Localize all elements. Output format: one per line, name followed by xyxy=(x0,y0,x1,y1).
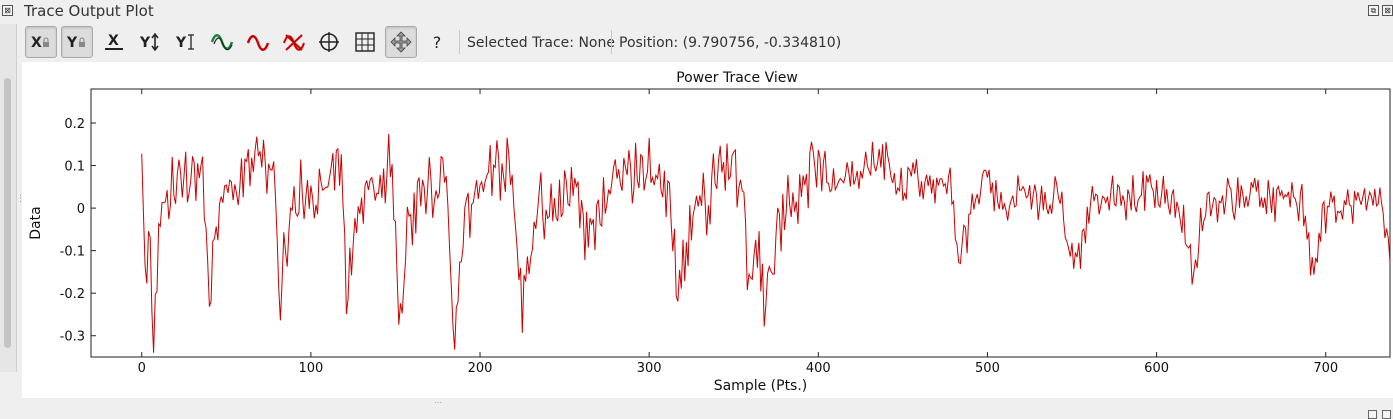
toolbar-separator xyxy=(611,30,612,54)
x-tick-label: 600 xyxy=(1144,361,1169,376)
x-autoscale-icon: X xyxy=(105,33,123,50)
svg-text:Y: Y xyxy=(139,35,151,51)
bottom-close-icon[interactable] xyxy=(1382,410,1391,419)
float-dock-icon[interactable]: ⧉ xyxy=(1368,5,1379,16)
plot-toolbar: X Y X Y Y xyxy=(22,24,1393,62)
y-tick-label: -0.3 xyxy=(60,330,85,345)
x-axis-label: Sample (Pts.) xyxy=(714,378,808,394)
y-tick-label: 0.1 xyxy=(64,160,85,175)
y-default-icon: Y xyxy=(175,34,194,51)
svg-text:X: X xyxy=(108,33,119,49)
x-tick-label: 500 xyxy=(975,361,1000,376)
help-icon: ? xyxy=(432,32,442,52)
x-axis-lock-icon: X xyxy=(31,35,49,51)
x-axis: 0 100 200 300 400 500 600 700 xyxy=(138,89,1338,376)
close-dock-icon[interactable]: ⊠ xyxy=(2,5,13,16)
left-dock-scrollbar[interactable] xyxy=(0,24,17,372)
window-titlebar: ⊠ Trace Output Plot ⧉ ⊠ xyxy=(0,0,1393,22)
svg-text:X: X xyxy=(31,35,42,51)
y-axis-lock-icon: Y xyxy=(66,35,85,51)
y-tick-label: 0 xyxy=(77,202,85,217)
y-axis-label: Data xyxy=(28,206,44,239)
pan-button[interactable] xyxy=(385,26,417,58)
plot-frame xyxy=(90,88,1391,358)
grid-button[interactable] xyxy=(349,26,381,58)
x-tick-label: 700 xyxy=(1313,361,1338,376)
help-button[interactable]: ? xyxy=(421,26,453,58)
y-autoscale-button[interactable]: Y xyxy=(134,26,166,58)
svg-text:Y: Y xyxy=(66,35,78,51)
x-autoscale-button[interactable]: X xyxy=(98,26,130,58)
x-tick-label: 0 xyxy=(138,361,146,376)
chart-title: Power Trace View xyxy=(676,70,798,86)
y-tick-label: -0.1 xyxy=(60,245,85,260)
trace-line[interactable] xyxy=(141,133,1391,353)
y-autoscale-icon: Y xyxy=(139,32,159,52)
splitter-handle[interactable]: ⋮ xyxy=(16,194,25,204)
window-title: Trace Output Plot xyxy=(24,2,154,20)
clear-traces-button[interactable] xyxy=(278,26,310,58)
y-tick-label: 0.2 xyxy=(64,117,85,132)
trace-wave-green-button[interactable] xyxy=(206,26,238,58)
x-tick-label: 200 xyxy=(468,361,493,376)
x-tick-label: 100 xyxy=(298,361,323,376)
red-x-wave-icon xyxy=(283,34,305,51)
y-lock-button[interactable]: Y xyxy=(61,26,93,58)
y-default-button[interactable]: Y xyxy=(170,26,202,58)
x-lock-button[interactable]: X xyxy=(25,26,57,58)
red-wave-icon xyxy=(246,35,270,51)
position-readout: Position: (9.790756, -0.334810) xyxy=(619,35,842,51)
grid-icon xyxy=(355,32,375,52)
toolbar-separator xyxy=(459,30,460,54)
plot-panel[interactable]: Power Trace View 0.2 0.1 0 -0.1 -0.2 -0.3 0 10… xyxy=(22,62,1393,398)
close-window-icon[interactable]: ⊠ xyxy=(1382,5,1393,16)
selected-trace-label: Selected Trace: None xyxy=(467,35,615,51)
x-tick-label: 400 xyxy=(806,361,831,376)
bottom-splitter-handle[interactable]: ⋯ xyxy=(434,398,442,407)
trace-wave-red-button[interactable] xyxy=(242,26,274,58)
y-tick-label: -0.2 xyxy=(60,287,85,302)
power-trace-chart[interactable]: Power Trace View 0.2 0.1 0 -0.1 -0.2 -0.3 0 10… xyxy=(22,62,1393,398)
y-axis: 0.2 0.1 0 -0.1 -0.2 -0.3 xyxy=(60,117,96,345)
bottom-float-icon[interactable] xyxy=(1368,410,1377,419)
svg-text:Y: Y xyxy=(175,35,187,51)
x-tick-label: 300 xyxy=(637,361,662,376)
crosshair-icon xyxy=(319,32,339,52)
move-arrows-icon xyxy=(390,31,412,53)
scrollbar-thumb[interactable] xyxy=(4,78,11,348)
green-red-wave-icon xyxy=(210,34,234,51)
crosshair-button[interactable] xyxy=(313,26,345,58)
